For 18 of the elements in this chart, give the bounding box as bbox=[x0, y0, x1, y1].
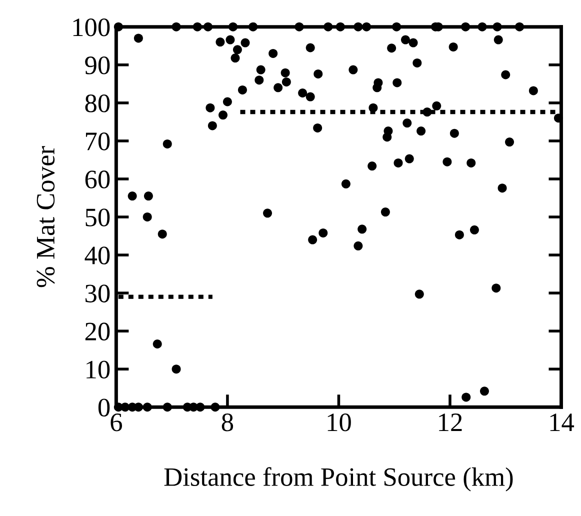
x-tick-label: 6 bbox=[110, 414, 122, 432]
x-tick-label: 12 bbox=[439, 414, 462, 431]
y-tick-label: 100 bbox=[73, 18, 110, 36]
y-tick-label: 70 bbox=[86, 132, 110, 150]
x-axis-title: Distance from Point Source (km) bbox=[164, 467, 513, 492]
y-tick-label: 10 bbox=[86, 360, 110, 379]
y-tick-label: 0 bbox=[98, 398, 110, 417]
y-axis-title: % Mat Cover bbox=[36, 146, 55, 288]
x-tick-label: 8 bbox=[222, 413, 234, 432]
y-tick-label: 90 bbox=[85, 56, 110, 74]
x-tick-label: 14 bbox=[550, 414, 574, 431]
y-tick-label: 40 bbox=[84, 246, 110, 264]
y-tick-label: 50 bbox=[86, 208, 110, 226]
y-tick-label: 60 bbox=[85, 170, 110, 188]
y-tick-label: 30 bbox=[86, 284, 110, 302]
x-tick-label: 10 bbox=[328, 413, 351, 432]
y-tick-label: 20 bbox=[85, 322, 110, 340]
y-tick-label: 80 bbox=[85, 94, 110, 112]
